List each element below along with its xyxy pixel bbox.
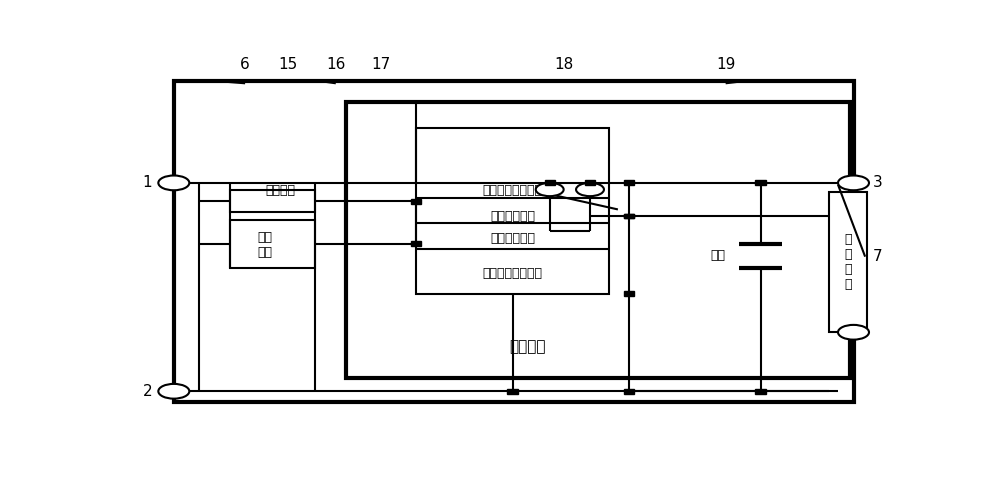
Bar [585, 181, 595, 185]
Bar [624, 291, 634, 296]
Text: 3: 3 [873, 175, 883, 190]
Bar [230, 190, 315, 212]
Bar [174, 81, 854, 402]
Text: 7: 7 [873, 249, 883, 264]
Bar [411, 241, 421, 246]
Bar [624, 181, 634, 185]
Text: 电源管理模块: 电源管理模块 [490, 210, 535, 223]
Bar [545, 181, 555, 185]
Text: 18: 18 [555, 57, 574, 72]
Text: 微处理器模块: 微处理器模块 [490, 232, 535, 245]
Circle shape [158, 384, 189, 399]
Circle shape [838, 325, 869, 340]
Text: 6: 6 [240, 57, 250, 72]
Bar [416, 127, 609, 294]
Bar [755, 181, 766, 185]
Text: 电容: 电容 [710, 250, 725, 262]
Text: 发
火
元
件: 发 火 元 件 [844, 233, 852, 291]
Bar [346, 102, 850, 378]
Text: 17: 17 [371, 57, 390, 72]
Circle shape [536, 183, 564, 196]
Text: 15: 15 [278, 57, 297, 72]
Text: 全波
整流: 全波 整流 [257, 231, 272, 259]
Bar [829, 192, 867, 332]
Text: 保护电阻: 保护电阻 [265, 184, 295, 197]
Bar [411, 199, 421, 204]
Circle shape [576, 183, 604, 196]
Circle shape [838, 175, 869, 190]
Text: 延时起爆定时模块: 延时起爆定时模块 [482, 267, 542, 280]
Text: 信号发送接收模块: 信号发送接收模块 [482, 184, 542, 197]
Text: 16: 16 [326, 57, 345, 72]
Text: 1: 1 [143, 175, 152, 190]
Bar [624, 214, 634, 218]
Bar [624, 214, 634, 218]
Text: 2: 2 [143, 384, 152, 399]
Text: 控制芯片: 控制芯片 [510, 340, 546, 354]
Text: 19: 19 [716, 57, 735, 72]
Circle shape [158, 175, 189, 190]
Bar [624, 389, 634, 394]
Bar [755, 389, 766, 394]
Bar [507, 389, 518, 394]
Bar [230, 220, 315, 268]
